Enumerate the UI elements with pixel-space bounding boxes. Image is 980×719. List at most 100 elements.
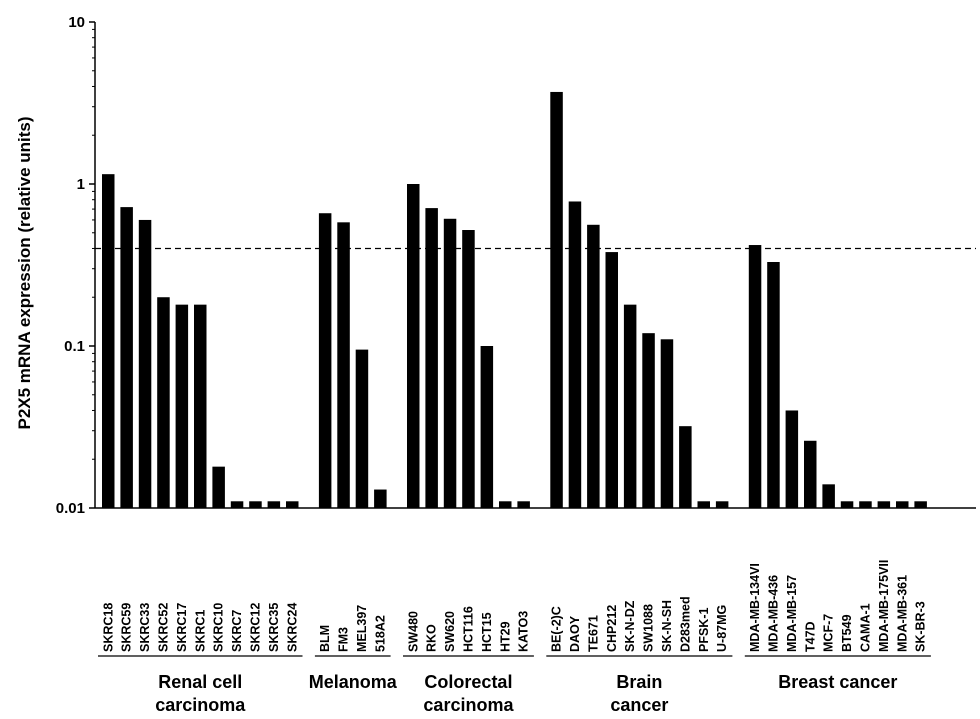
category-label: SKRC12 xyxy=(248,603,262,652)
bar xyxy=(623,304,637,508)
bars-layer xyxy=(102,91,927,509)
y-tick-label: 0.1 xyxy=(64,338,85,355)
category-label: MDA-MB-436 xyxy=(766,575,780,652)
category-label: SKRC33 xyxy=(138,603,152,652)
category-label: SKRC7 xyxy=(230,610,244,652)
bar xyxy=(642,333,655,508)
bar xyxy=(840,501,854,508)
category-label: MEL397 xyxy=(355,605,369,652)
category-label: SK-N-DZ xyxy=(623,600,637,652)
category-label: SKRC17 xyxy=(175,603,189,652)
category-label: MDA-MB-134VI xyxy=(748,563,762,652)
bar xyxy=(517,501,530,508)
bar xyxy=(859,501,872,508)
category-label: KATO3 xyxy=(517,611,531,652)
category-label: SKRC59 xyxy=(120,603,134,652)
category-label: HT29 xyxy=(498,621,512,652)
category-label: BT549 xyxy=(840,614,854,652)
bar xyxy=(138,219,152,508)
category-label: SK-N-SH xyxy=(660,600,674,652)
bar xyxy=(587,224,600,509)
category-label: SKRC24 xyxy=(285,603,299,652)
bar xyxy=(550,91,563,508)
category-label: CHP212 xyxy=(605,605,619,652)
category-label: BE(-2)C xyxy=(550,606,564,652)
bar xyxy=(102,174,115,509)
category-label: SW1088 xyxy=(642,604,656,652)
category-label: HCT15 xyxy=(480,612,494,652)
bar xyxy=(679,426,692,508)
category-label: SK-BR-3 xyxy=(914,601,928,652)
bar xyxy=(896,501,909,508)
bar xyxy=(175,304,189,508)
group-label: Renal cell xyxy=(158,672,242,692)
bar xyxy=(748,245,762,508)
y-axis-title: P2X5 mRNA expression (relative units) xyxy=(15,116,34,429)
bar xyxy=(605,252,618,508)
category-label: MDA-MB-361 xyxy=(895,575,909,652)
bar xyxy=(443,218,457,508)
bar xyxy=(267,501,281,508)
axis-layer: 0.01 0.1 1 10 P2X5 mRNA expression (relative… xyxy=(15,14,976,517)
category-label: PFSK-1 xyxy=(697,608,711,653)
bar xyxy=(157,297,170,508)
category-label: TE671 xyxy=(586,615,600,652)
group-label: Brain xyxy=(616,672,662,692)
y-tick-label: 0.01 xyxy=(56,500,85,517)
bar xyxy=(286,501,299,508)
group-label: carcinoma xyxy=(155,695,246,715)
bar xyxy=(407,184,420,508)
bar xyxy=(337,222,350,508)
bar xyxy=(715,501,729,508)
category-label: SKRC52 xyxy=(156,603,170,652)
category-label: SW620 xyxy=(443,611,457,652)
group-label: Breast cancer xyxy=(778,672,897,692)
bar xyxy=(804,440,817,508)
group-label: Melanoma xyxy=(309,672,398,692)
category-label: MCF-7 xyxy=(822,614,836,652)
bar xyxy=(822,484,835,508)
bar xyxy=(212,466,225,508)
bar xyxy=(355,349,369,508)
category-label: HCT116 xyxy=(461,606,475,652)
y-tick-label: 1 xyxy=(77,176,85,193)
group-label: Colorectal xyxy=(424,672,512,692)
category-label: DAOY xyxy=(568,615,582,652)
bar xyxy=(462,230,475,508)
category-label: SW480 xyxy=(406,611,420,652)
bar xyxy=(660,339,674,508)
bar xyxy=(568,201,582,509)
category-label: SKRC1 xyxy=(193,610,207,652)
bar xyxy=(318,213,332,509)
labels-layer: SKRC18 SKRC59 SKRC33 SKRC52 SKRC17 SKRC1 SKRC1… xyxy=(98,560,931,715)
group-label: cancer xyxy=(610,695,668,715)
category-label: MDA-MB-157 xyxy=(785,575,799,652)
bar xyxy=(249,501,262,508)
category-label: D283med xyxy=(678,596,692,652)
category-label: BLM xyxy=(318,625,332,652)
bar xyxy=(480,346,494,508)
category-label: SKRC18 xyxy=(101,603,115,652)
bar xyxy=(374,489,387,508)
bar xyxy=(194,304,207,508)
category-label: SKRC10 xyxy=(212,603,226,652)
category-label: U-87MG xyxy=(715,605,729,652)
group-label: carcinoma xyxy=(423,695,514,715)
category-label: RKO xyxy=(425,624,439,652)
bar xyxy=(120,207,133,509)
bar xyxy=(230,501,244,508)
category-label: SKRC35 xyxy=(267,603,281,652)
bar xyxy=(499,501,512,508)
bar xyxy=(767,262,780,508)
y-tick-label: 10 xyxy=(68,14,85,31)
bar xyxy=(425,208,438,508)
category-label: MDA-MB-175VII xyxy=(877,560,891,652)
bar xyxy=(914,501,927,508)
category-label: CAMA-1 xyxy=(858,603,872,652)
bar xyxy=(697,501,710,508)
bar xyxy=(785,410,799,508)
bar xyxy=(877,501,891,508)
category-label: 518A2 xyxy=(373,615,387,652)
category-label: FM3 xyxy=(337,627,351,652)
